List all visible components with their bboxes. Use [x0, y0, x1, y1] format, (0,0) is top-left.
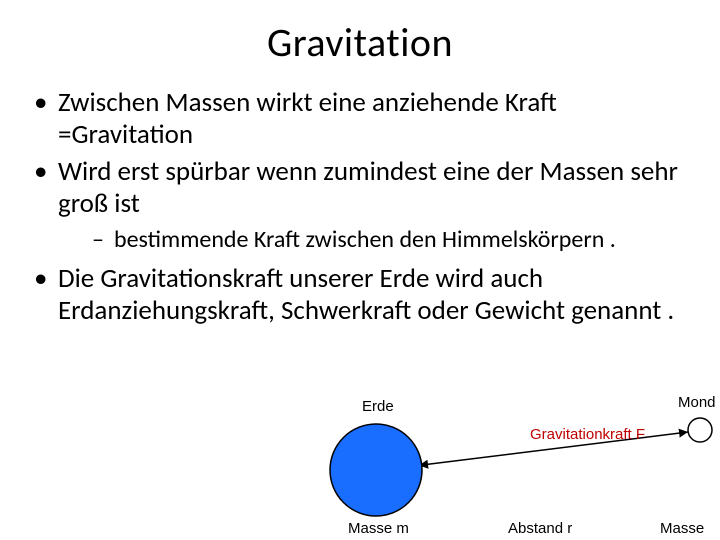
force-label: Gravitationkraft F	[530, 426, 645, 443]
distance-label: Abstand r	[508, 520, 572, 537]
moon-label: Mond	[678, 394, 716, 411]
bullet-text-2: Wird erst spürbar wenn zumindest eine de…	[58, 155, 678, 220]
sub-bullet-text-1: bestimmende Kraft zwischen den Himmelskö…	[114, 225, 616, 254]
bullet-item-1: Zwischen Massen wirkt eine anziehende Kr…	[30, 87, 690, 152]
bullet-item-3: Die Gravitationskraft unserer Erde wird …	[30, 263, 690, 328]
earth-label: Erde	[362, 398, 394, 415]
bullet-text-3: Die Gravitationskraft unserer Erde wird …	[58, 262, 674, 327]
bullet-item-2: Wird erst spürbar wenn zumindest eine de…	[30, 156, 690, 255]
slide-body: Zwischen Massen wirkt eine anziehende Kr…	[0, 67, 720, 327]
sub-bullet-list: bestimmende Kraft zwischen den Himmelskö…	[58, 225, 690, 255]
mass-m-label: Masse m	[348, 520, 409, 537]
sub-bullet-item-1: bestimmende Kraft zwischen den Himmelskö…	[92, 225, 690, 255]
gravitation-diagram: Erde Mond Gravitationkraft F Masse m Abs…	[280, 380, 720, 540]
bullet-list: Zwischen Massen wirkt eine anziehende Kr…	[30, 87, 690, 327]
slide: Gravitation Zwischen Massen wirkt eine a…	[0, 0, 720, 540]
mass-M-label: Masse M	[660, 520, 720, 540]
slide-title: Gravitation	[0, 0, 720, 67]
diagram-svg	[280, 380, 720, 540]
bullet-text-1: Zwischen Massen wirkt eine anziehende Kr…	[58, 86, 557, 151]
